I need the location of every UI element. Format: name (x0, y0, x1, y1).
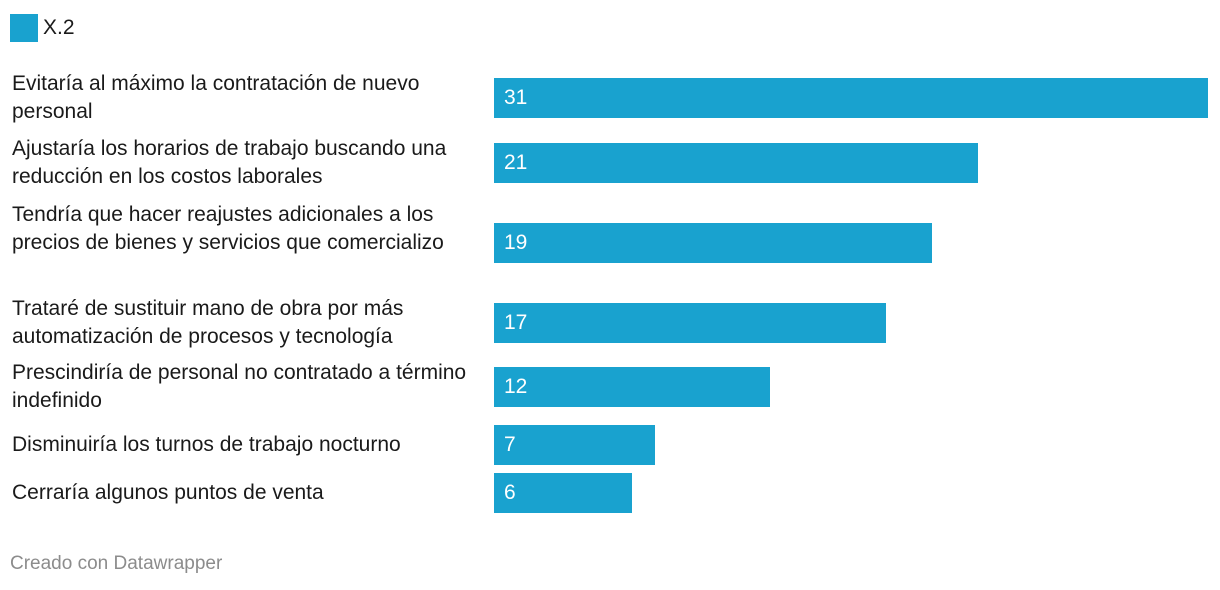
bar-value-label: 7 (504, 433, 516, 456)
bar: 7 (494, 425, 655, 465)
bar-value-label: 31 (504, 86, 528, 109)
category-label: Ajustaría los horarios de trabajo buscan… (12, 137, 447, 188)
legend-swatch (10, 14, 38, 42)
bar: 21 (494, 143, 978, 183)
bar: 12 (494, 367, 770, 407)
bar: 17 (494, 303, 886, 343)
category-label: Evitaría al máximo la contratación de nu… (12, 72, 420, 123)
bar: 31 (494, 78, 1208, 118)
bar-value-label: 19 (504, 231, 528, 254)
bar-value-label: 6 (504, 481, 516, 504)
category-label: Prescindiría de personal no contratado a… (12, 361, 467, 412)
bar: 6 (494, 473, 632, 513)
bar-value-label: 17 (504, 311, 528, 334)
category-label: Cerraría algunos puntos de venta (12, 481, 324, 504)
category-label: Disminuiría los turnos de trabajo noctur… (12, 433, 401, 456)
footer-credit: Creado con Datawrapper (10, 553, 223, 574)
chart-legend: X.2 (10, 13, 75, 43)
bar-value-label: 12 (504, 375, 528, 398)
category-label: Tendría que hacer reajustes adicionales … (12, 203, 444, 254)
bar: 19 (494, 223, 932, 263)
bar-value-label: 21 (504, 151, 528, 174)
bar-chart: Evitaría al máximo la contratación de nu… (12, 72, 1208, 513)
category-label: Trataré de sustituir mano de obra por má… (12, 297, 404, 348)
legend-label: X.2 (43, 16, 75, 39)
